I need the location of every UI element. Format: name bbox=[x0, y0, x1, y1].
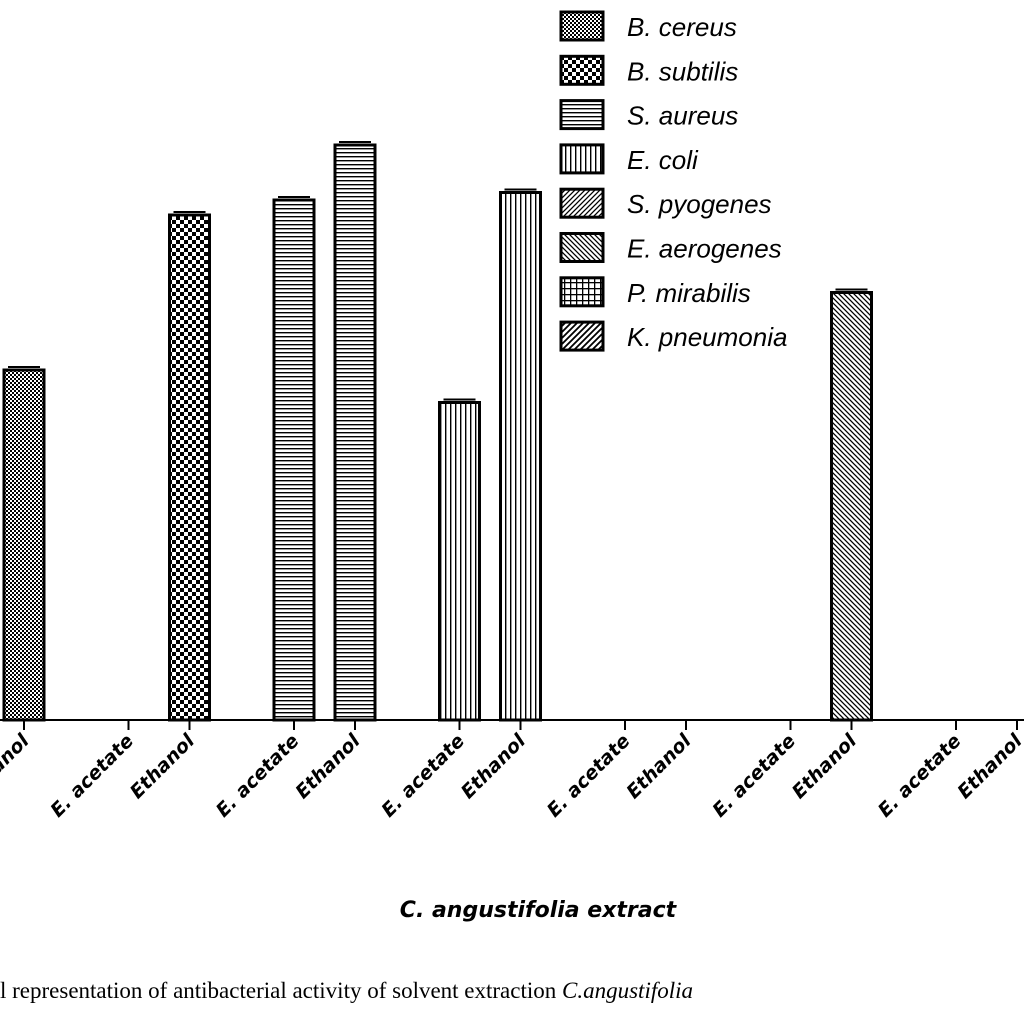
bar-s-aureus-e-acetate bbox=[272, 198, 316, 722]
x-axis-title: C. angustifolia extract bbox=[400, 898, 678, 923]
bar-e-coli-ethanol bbox=[499, 191, 542, 722]
legend-label-s-aureus: S. aureus bbox=[627, 101, 738, 131]
legend-swatch-e-coli bbox=[559, 143, 605, 175]
legend-label-k-pneumonia: K. pneumonia bbox=[627, 322, 787, 352]
x-tick-label-e-acetate: E. acetate bbox=[543, 730, 635, 822]
x-tick-label-ethanol: Ethanol bbox=[291, 730, 365, 804]
legend-label-b-cereus: B. cereus bbox=[627, 12, 737, 42]
caption-species: C.angustifolia bbox=[562, 978, 694, 1003]
legend-swatch-p-mirabilis bbox=[559, 276, 605, 308]
legend-label-s-pyogenes: S. pyogenes bbox=[627, 189, 772, 219]
legend-label-e-aerogenes: E. aerogenes bbox=[627, 234, 782, 264]
figure-caption: l representation of antibacterial activi… bbox=[0, 978, 1024, 1004]
legend-swatch-e-aerogenes bbox=[559, 232, 605, 263]
x-tick-label-ethanol: Ethanol bbox=[457, 730, 531, 804]
legend-label-b-subtilis: B. subtilis bbox=[627, 56, 738, 86]
x-tick-label-ethanol: Ethanol bbox=[788, 730, 862, 804]
legend-label-e-coli: E. coli bbox=[627, 145, 699, 175]
x-tick-label-ethanol: Ethanol bbox=[953, 730, 1024, 804]
bar-e-coli-e-acetate bbox=[438, 401, 481, 722]
legend-label-p-mirabilis: P. mirabilis bbox=[627, 278, 751, 308]
legend: B. cereus B. subtilis S. aureus E. coli S. p… bbox=[559, 10, 787, 352]
x-tick-label-ethanol: Ethanol bbox=[126, 730, 200, 804]
bar-b-cereus-ethanol bbox=[2, 368, 46, 722]
legend-swatch-s-pyogenes bbox=[559, 187, 605, 219]
bar-b-subtilis-ethanol bbox=[168, 213, 211, 722]
x-tick-label-e-acetate: E. acetate bbox=[46, 730, 138, 822]
x-tick-label-e-acetate: E. acetate bbox=[212, 730, 304, 822]
legend-swatch-k-pneumonia bbox=[559, 320, 605, 352]
legend-swatch-b-subtilis bbox=[559, 54, 605, 86]
caption-text: l representation of antibacterial activi… bbox=[0, 978, 563, 1003]
bars-layer bbox=[2, 141, 873, 722]
x-tick-label-ethanol: Ethanol bbox=[0, 730, 34, 804]
x-tick-label-ethanol: Ethanol bbox=[622, 730, 696, 804]
x-tick-label-e-acetate: E. acetate bbox=[874, 730, 966, 822]
bar-e-aerogenes-ethanol bbox=[830, 291, 873, 722]
x-tick-label-e-acetate: E. acetate bbox=[708, 730, 800, 822]
legend-swatch-b-cereus bbox=[559, 10, 605, 42]
x-tick-label-e-acetate: E. acetate bbox=[377, 730, 469, 822]
bar-s-aureus-ethanol bbox=[333, 143, 377, 722]
legend-swatch-s-aureus bbox=[559, 99, 605, 131]
